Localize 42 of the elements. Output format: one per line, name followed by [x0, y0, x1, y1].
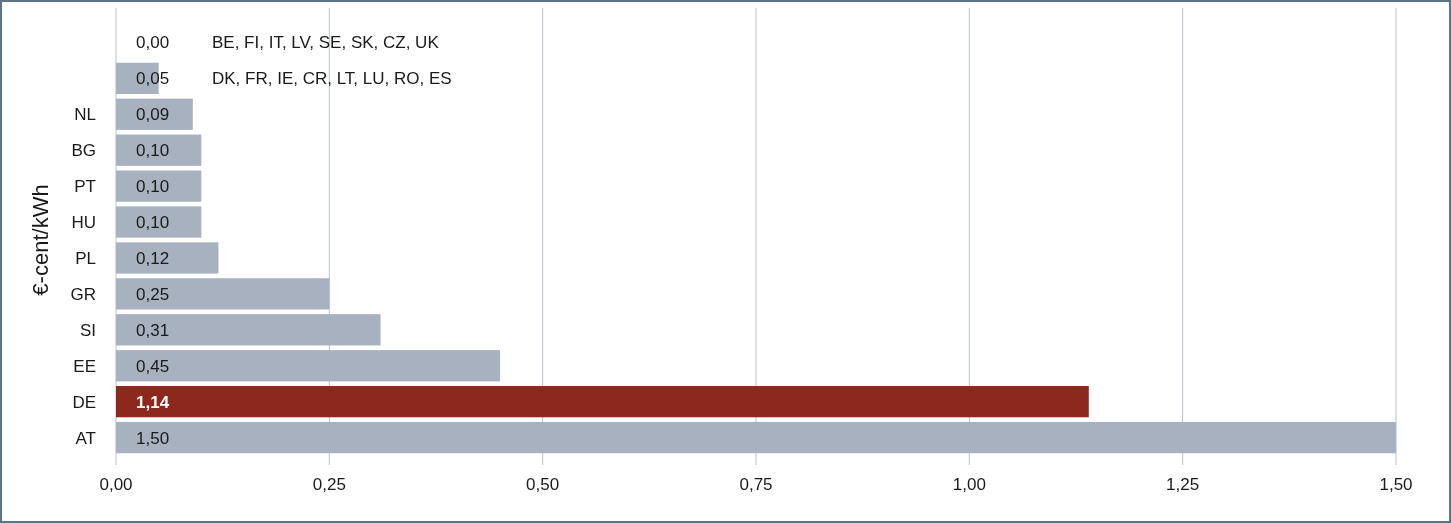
- data-label: 1,14: [136, 392, 170, 412]
- bar: [116, 386, 1089, 418]
- data-label: 0,09: [136, 105, 170, 125]
- y-tick-label: HU: [71, 212, 96, 232]
- y-tick-label: SI: [79, 320, 96, 340]
- data-label: 0,10: [136, 212, 170, 232]
- y-tick-label: PL: [75, 248, 96, 268]
- y-tick-label: PT: [74, 177, 96, 197]
- bar: [116, 278, 330, 310]
- x-tick-label: 0,50: [526, 475, 560, 494]
- y-tick-label: GR: [70, 284, 96, 304]
- y-tick-label: DK, FR, IE, CR, LT, LU, RO, ES: [212, 69, 452, 89]
- bar: [116, 350, 500, 382]
- x-tick-label: 1,25: [1166, 475, 1200, 494]
- bar: [116, 314, 381, 346]
- y-tick-label: BG: [71, 141, 96, 161]
- bar: [116, 134, 202, 166]
- y-tick-label: AT: [75, 428, 96, 448]
- x-tick-label: 0,75: [739, 475, 773, 494]
- data-label: 0,25: [136, 284, 170, 304]
- bar: [116, 98, 193, 130]
- data-label: 0,45: [136, 356, 170, 376]
- bar: [116, 170, 202, 202]
- y-tick-label: BE, FI, IT, LV, SE, SK, CZ, UK: [212, 33, 440, 53]
- x-tick-label: 0,00: [99, 475, 133, 494]
- data-label: 0,12: [136, 248, 170, 268]
- data-label: 1,50: [136, 428, 170, 448]
- x-tick-label: 0,25: [312, 475, 346, 494]
- bar: [116, 421, 1396, 454]
- y-axis-title: €-cent/kWh: [28, 184, 53, 296]
- y-tick-label: NL: [74, 105, 96, 125]
- x-tick-label: 1,00: [952, 475, 986, 494]
- x-tick-label: 1,50: [1379, 475, 1413, 494]
- y-tick-label: DE: [72, 392, 96, 412]
- data-label: 0,10: [136, 177, 170, 197]
- data-label: 0,10: [136, 141, 170, 161]
- data-label: 0,31: [136, 320, 170, 340]
- data-label: 0,00: [136, 33, 170, 53]
- bar: [116, 206, 202, 238]
- y-tick-label: EE: [73, 356, 96, 376]
- bar: [116, 242, 219, 274]
- data-label: 0,05: [136, 69, 170, 89]
